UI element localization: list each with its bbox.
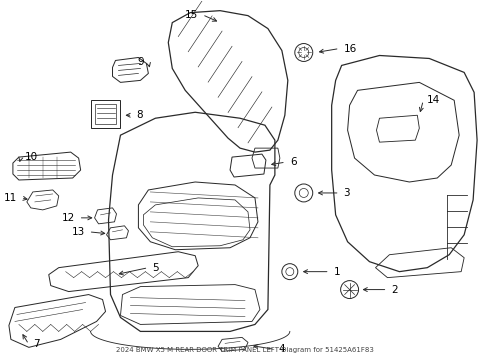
Text: 11: 11 <box>3 193 17 203</box>
Text: 8: 8 <box>136 110 143 120</box>
Text: 2: 2 <box>392 284 398 294</box>
Text: 7: 7 <box>33 339 40 349</box>
Text: 4: 4 <box>279 345 286 354</box>
Text: 12: 12 <box>61 213 74 223</box>
Text: 3: 3 <box>343 188 350 198</box>
Text: 9: 9 <box>138 58 145 67</box>
Text: 14: 14 <box>427 95 441 105</box>
Text: 16: 16 <box>343 44 357 54</box>
Text: 5: 5 <box>152 263 159 273</box>
Text: 2024 BMW X5 M REAR DOOR TRIM PANEL LEFT Diagram for 51425A61F83: 2024 BMW X5 M REAR DOOR TRIM PANEL LEFT … <box>116 347 374 353</box>
Text: 10: 10 <box>25 152 38 162</box>
Text: 6: 6 <box>290 157 296 167</box>
Text: 1: 1 <box>334 267 340 276</box>
Text: 13: 13 <box>72 227 85 237</box>
Text: 15: 15 <box>185 10 198 20</box>
